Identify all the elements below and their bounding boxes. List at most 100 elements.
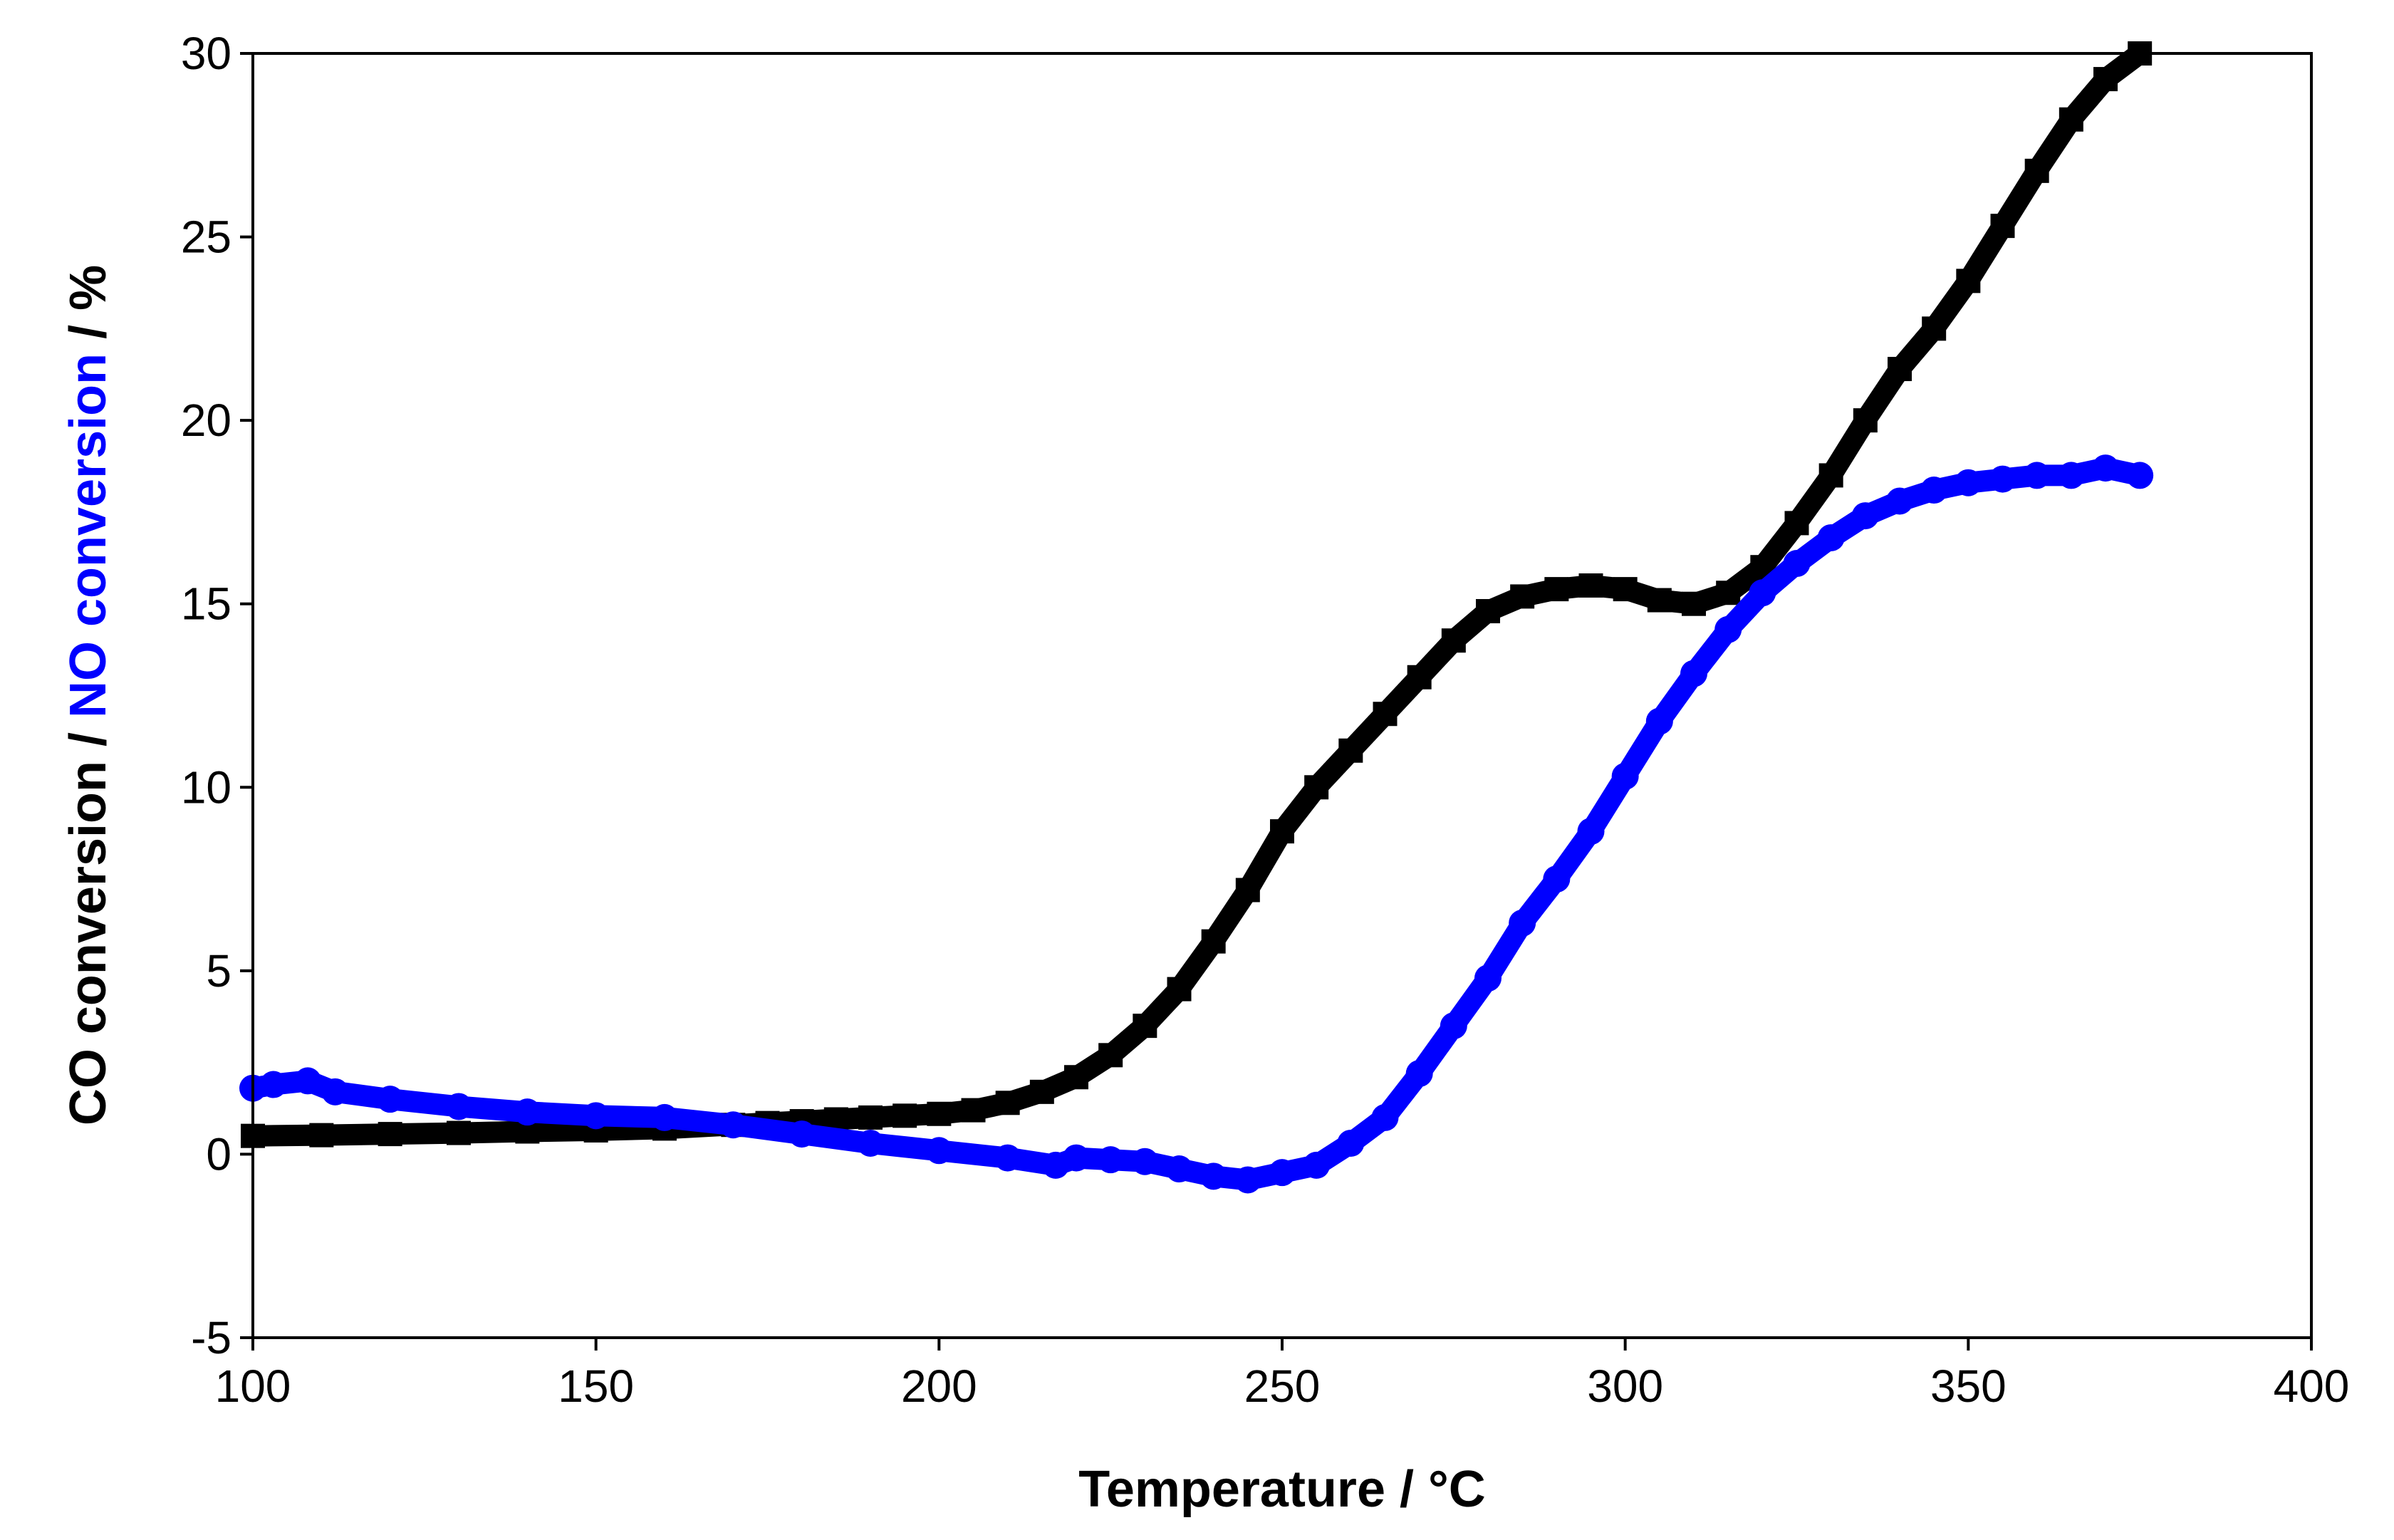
data-point [1165, 1155, 1193, 1183]
data-point [514, 1098, 541, 1126]
y-tick-label: 5 [206, 945, 231, 997]
series-no-conversion [239, 454, 2154, 1194]
data-point [1304, 775, 1329, 800]
data-point [259, 1071, 287, 1098]
data-point [445, 1093, 472, 1120]
data-point [858, 1105, 883, 1130]
data-point [651, 1103, 678, 1131]
series-line [242, 43, 2151, 1147]
data-point [1613, 577, 1638, 602]
data-point [925, 1137, 953, 1165]
y-axis-title-part: conversion [60, 353, 117, 641]
y-axis-title-part: / % [60, 265, 117, 353]
data-point [1543, 865, 1571, 893]
data-point [1714, 615, 1742, 643]
data-point [1199, 1162, 1227, 1190]
data-point [2057, 462, 2085, 489]
data-point [994, 1144, 1021, 1172]
data-point [1888, 357, 1912, 382]
y-tick-label: 15 [181, 578, 231, 630]
series-co-conversion [241, 41, 2153, 1148]
x-tick-label: 250 [1244, 1360, 1321, 1412]
data-point [1371, 1103, 1399, 1131]
data-point [927, 1101, 952, 1126]
data-point [1886, 487, 1913, 515]
data-point [2024, 158, 2049, 183]
data-point [1749, 579, 1776, 607]
data-point [1509, 909, 1536, 937]
data-point [1235, 878, 1260, 902]
data-point [1783, 550, 1811, 578]
data-point [447, 1120, 471, 1145]
x-tick-label: 200 [901, 1360, 977, 1412]
data-point [1133, 1014, 1157, 1039]
data-point [1131, 1148, 1159, 1175]
data-point [1201, 929, 1226, 954]
data-point [1716, 581, 1741, 605]
data-point [1373, 702, 1398, 727]
data-point [1270, 819, 1294, 844]
y-tick-label: 10 [181, 761, 231, 813]
data-point [1234, 1166, 1261, 1194]
y-axis-title: CO conversion / NO conversion / % [60, 265, 117, 1125]
x-tick-label: 300 [1587, 1360, 1663, 1412]
data-point [857, 1129, 884, 1157]
data-point [1611, 762, 1639, 790]
data-point [1578, 573, 1603, 598]
x-tick-label: 100 [215, 1360, 291, 1412]
data-point [1577, 818, 1605, 846]
y-tick-label: -5 [191, 1312, 231, 1363]
data-point [1269, 1159, 1296, 1187]
y-tick-label: 30 [181, 28, 231, 79]
data-point [1922, 316, 1947, 341]
data-point [1682, 591, 1706, 616]
data-point [719, 1111, 747, 1139]
y-axis-title-part: CO conversion / [60, 718, 117, 1125]
plot-frame [251, 52, 2313, 1339]
data-point [582, 1102, 610, 1130]
data-point [2023, 462, 2051, 489]
series-layer [239, 41, 2154, 1194]
data-point [309, 1123, 334, 1148]
data-point [1405, 1060, 1433, 1088]
data-point [1645, 707, 1673, 735]
data-point [892, 1103, 917, 1128]
data-point [1167, 977, 1192, 1001]
y-axis-title-part: NO [60, 641, 117, 718]
data-point [1784, 511, 1809, 536]
data-point [1920, 477, 1948, 504]
data-point [2126, 462, 2154, 489]
x-tick-label: 150 [558, 1360, 634, 1412]
data-point [321, 1078, 349, 1105]
data-point [1851, 502, 1879, 530]
data-point [1097, 1146, 1125, 1174]
data-point [1338, 738, 1363, 763]
series-line [242, 457, 2151, 1191]
data-point [1098, 1043, 1123, 1068]
data-point [1042, 1151, 1070, 1179]
data-point [1817, 524, 1845, 551]
data-point [1680, 660, 1707, 687]
data-point [376, 1086, 404, 1113]
data-point [1337, 1129, 1365, 1157]
data-point [1853, 408, 1878, 433]
data-point [1476, 599, 1500, 624]
data-point [788, 1120, 816, 1148]
data-point [2059, 107, 2083, 132]
data-point [1544, 577, 1569, 602]
data-point [1956, 269, 1981, 293]
data-point [1441, 628, 1466, 653]
data-point [1407, 665, 1432, 690]
data-point [2093, 67, 2118, 92]
data-point [1474, 964, 1502, 992]
data-point [1989, 465, 2016, 493]
data-point [1990, 214, 2015, 239]
data-point [1647, 588, 1672, 613]
data-point [1955, 469, 1982, 496]
x-axis-title: Temperature / °C [1078, 1461, 1486, 1518]
y-tick-label: 25 [181, 212, 231, 263]
data-point [1063, 1144, 1090, 1172]
data-point [961, 1098, 986, 1123]
data-point [1303, 1151, 1331, 1179]
x-tick-label: 350 [1930, 1360, 2007, 1412]
